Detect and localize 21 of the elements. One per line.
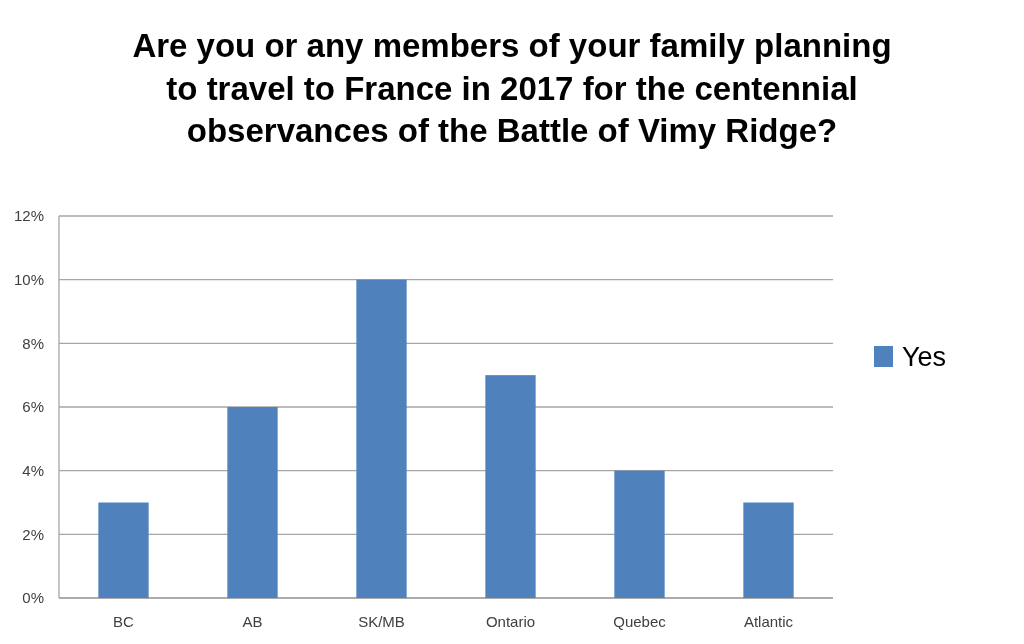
bar	[98, 502, 149, 598]
bar	[614, 470, 665, 598]
x-tick-label: SK/MB	[358, 613, 405, 630]
x-tick-label: Quebec	[613, 613, 667, 630]
x-tick-label: Ontario	[485, 613, 536, 630]
bar	[227, 407, 278, 598]
y-tick-label: 8%	[22, 334, 44, 352]
y-tick-label: 12%	[13, 207, 44, 225]
x-tick-label: Atlantic	[743, 613, 794, 630]
x-tick-label: AB	[242, 613, 263, 630]
y-tick-label: 0%	[22, 589, 44, 607]
y-tick-label: 4%	[22, 461, 44, 479]
y-tick-label: 2%	[22, 525, 44, 543]
y-tick-label: 6%	[22, 398, 44, 416]
bar	[356, 279, 407, 598]
bar	[485, 375, 536, 598]
chart-title: Are you or any members of your family planning to travel to France in 2017 for the centennial observances of the Battle of Vimy Ridge?	[132, 27, 892, 149]
x-tick-label: BC	[113, 613, 135, 630]
bar	[743, 502, 794, 598]
y-tick-label: 10%	[13, 270, 44, 288]
legend-label: Yes	[902, 342, 947, 372]
